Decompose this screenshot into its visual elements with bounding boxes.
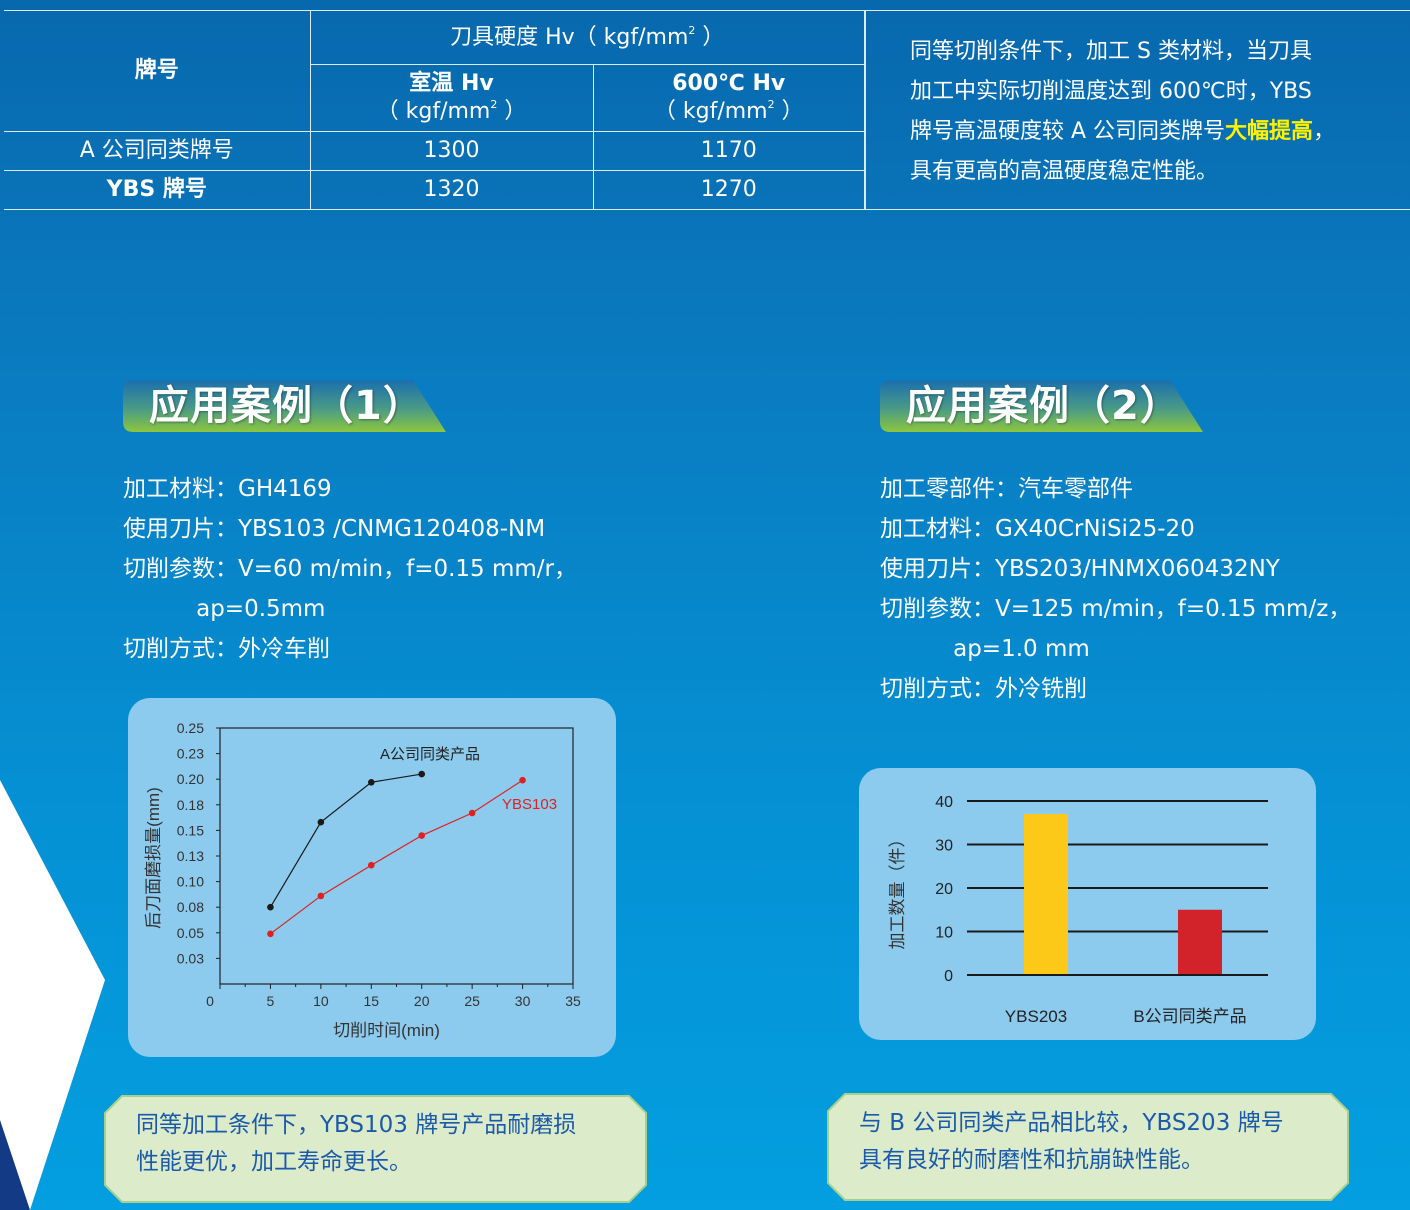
y-tick-label: 0 — [944, 968, 953, 985]
conclusion-text: 同等加工条件下，YBS103 牌号产品耐磨损 性能更优，加工寿命更长。 — [136, 1107, 576, 1181]
data-point — [267, 903, 274, 911]
wear-chart-panel: 0.25 0.23 0.20 0.18 0.15 0.13 0.10 0.08 0.05 0.03… — [128, 698, 616, 1057]
y-tick-label: 30 — [935, 838, 953, 855]
cell-room: 1320 — [309, 170, 594, 210]
case2-title-banner: 应用案例（2） — [880, 380, 1203, 432]
spec-line: 切削参数：V=125 m/min，f=0.15 mm/z， — [880, 596, 1352, 622]
y-tick-label: 20 — [935, 881, 953, 898]
y-tick-label: 0.18 — [177, 797, 204, 813]
spec-line: 切削方式：外冷铣削 — [880, 676, 1087, 702]
conclusion-line: 与 B 公司同类产品相比较，YBS203 牌号 — [859, 1110, 1284, 1136]
x-category-label: YBS203 — [1005, 1007, 1067, 1026]
spec-line: 使用刀片：YBS203/HNMX060432NY — [880, 556, 1280, 582]
cell-room: 1300 — [309, 131, 594, 171]
x-tick-label: 5 — [267, 993, 275, 1009]
header-room-temp: 室温 Hv （ kgf/mm2 ） — [310, 64, 594, 132]
x-category-label: B公司同类产品 — [1133, 1007, 1246, 1026]
spec-line: 使用刀片：YBS103 /CNMG120408-NM — [123, 516, 546, 542]
data-point — [468, 809, 476, 817]
x-tick-label: 20 — [414, 993, 430, 1009]
note-highlight: 大幅提高 — [1225, 119, 1314, 144]
note-line: 同等切削条件下，加工 S 类材料，当刀具 — [910, 39, 1312, 64]
y-tick-label: 0.05 — [177, 925, 204, 941]
y-tick-label: 0.10 — [177, 874, 204, 890]
series-label-ybs103: YBS103 — [502, 796, 557, 813]
note-line: 具有更高的高温硬度稳定性能。 — [910, 159, 1219, 184]
y-tick-label: 0.03 — [177, 950, 204, 966]
cell-grade: A 公司同类牌号 — [4, 131, 311, 171]
spec-line: 切削方式：外冷车削 — [123, 636, 330, 662]
hardness-table: 牌号 刀具硬度 Hv（ kgf/mm2 ） 室温 Hv （ kgf/mm2 ） 6… — [4, 10, 865, 210]
y-tick-label: 0.08 — [177, 899, 204, 915]
y-axis-label: 加工数量（件） — [888, 831, 907, 950]
decorative-swoosh — [0, 780, 105, 1210]
case2-title: 应用案例（2） — [906, 383, 1181, 429]
x-axis-label: 切削时间(min) — [333, 1021, 440, 1040]
series-line-0 — [269, 773, 422, 908]
x-tick-label: 25 — [464, 993, 480, 1009]
table-row: A 公司同类牌号 1300 1170 — [4, 131, 865, 171]
y-tick-label: 40 — [935, 794, 953, 811]
y-tick-label: 10 — [935, 925, 953, 942]
data-point — [418, 770, 426, 778]
note-frame — [865, 10, 1410, 210]
x-tick-label: 30 — [515, 993, 531, 1009]
conclusion-line: 具有良好的耐磨性和抗崩缺性能。 — [859, 1147, 1204, 1173]
y-tick-label: 0.25 — [177, 720, 204, 736]
data-point — [267, 930, 274, 938]
data-point — [317, 892, 325, 900]
case1-specs: 加工材料：GH4169 使用刀片：YBS103 /CNMG120408-NM 切… — [123, 469, 577, 669]
x-tick-label: 0 — [206, 993, 214, 1009]
x-tick-label: 15 — [363, 993, 379, 1009]
spec-line: ap=0.5mm — [123, 596, 326, 622]
bar-1 — [1178, 909, 1222, 974]
y-tick-label: 0.15 — [177, 822, 204, 838]
data-point — [367, 778, 375, 786]
cell-grade: YBS 牌号 — [4, 170, 311, 210]
y-axis-label: 后刀面磨损量(mm) — [144, 787, 163, 929]
conclusion-text: 与 B 公司同类产品相比较，YBS203 牌号 具有良好的耐磨性和抗崩缺性能。 — [859, 1105, 1284, 1179]
spec-line: 加工材料：GH4169 — [123, 476, 332, 502]
header-hardness: 刀具硬度 Hv（ kgf/mm2 ） — [309, 10, 865, 65]
count-bar-chart: 40 30 20 10 0 YBS203 B公司同类产品 加工数量（件） — [888, 794, 1268, 1026]
case2-specs: 加工零部件：汽车零部件 加工材料：GX40CrNiSi25-20 使用刀片：YB… — [880, 469, 1351, 709]
series-label-a-company: A公司同类产品 — [380, 746, 480, 763]
case1-conclusion: 同等加工条件下，YBS103 牌号产品耐磨损 性能更优，加工寿命更长。 — [104, 1095, 647, 1203]
plot-frame — [219, 727, 574, 985]
x-tick-label: 35 — [565, 993, 581, 1009]
data-point — [519, 776, 526, 784]
data-point — [367, 861, 375, 869]
header-600c: 600℃ Hv （ kgf/mm2 ） — [592, 64, 865, 132]
spec-line: 加工零部件：汽车零部件 — [880, 476, 1133, 502]
spec-line: 加工材料：GX40CrNiSi25-20 — [880, 516, 1195, 542]
case1-title: 应用案例（1） — [149, 383, 424, 429]
data-point — [418, 832, 426, 839]
hardness-note: 同等切削条件下，加工 S 类材料，当刀具 加工中实际切削温度达到 600℃时，Y… — [910, 32, 1390, 192]
cell-hot: 1270 — [592, 170, 865, 210]
wear-line-chart: 0.25 0.23 0.20 0.18 0.15 0.13 0.10 0.08 0.05 0.03… — [144, 720, 581, 1040]
x-tick-label: 10 — [313, 993, 329, 1009]
header-grade: 牌号 — [4, 10, 311, 132]
count-chart-panel: 40 30 20 10 0 YBS203 B公司同类产品 加工数量（件） — [859, 768, 1316, 1040]
cell-hot: 1170 — [592, 131, 865, 171]
case1-title-banner: 应用案例（1） — [123, 380, 446, 432]
y-tick-label: 0.13 — [177, 848, 204, 864]
conclusion-line: 性能更优，加工寿命更长。 — [136, 1149, 412, 1175]
spec-line: ap=1.0 mm — [880, 636, 1090, 662]
y-tick-label: 0.23 — [177, 746, 204, 762]
case2-conclusion: 与 B 公司同类产品相比较，YBS203 牌号 具有良好的耐磨性和抗崩缺性能。 — [827, 1093, 1349, 1201]
series-line-1 — [270, 779, 523, 935]
spec-line: 切削参数：V=60 m/min，f=0.15 mm/r， — [123, 556, 578, 582]
note-line: 牌号高温硬度较 A 公司同类牌号大幅提高， — [910, 119, 1336, 144]
table-row: YBS 牌号 1320 1270 — [4, 170, 865, 210]
conclusion-line: 同等加工条件下，YBS103 牌号产品耐磨损 — [136, 1112, 577, 1138]
note-line: 加工中实际切削温度达到 600℃时，YBS — [910, 79, 1312, 104]
y-tick-label: 0.20 — [177, 771, 204, 787]
bar-0 — [1024, 814, 1068, 974]
data-point — [317, 818, 325, 826]
